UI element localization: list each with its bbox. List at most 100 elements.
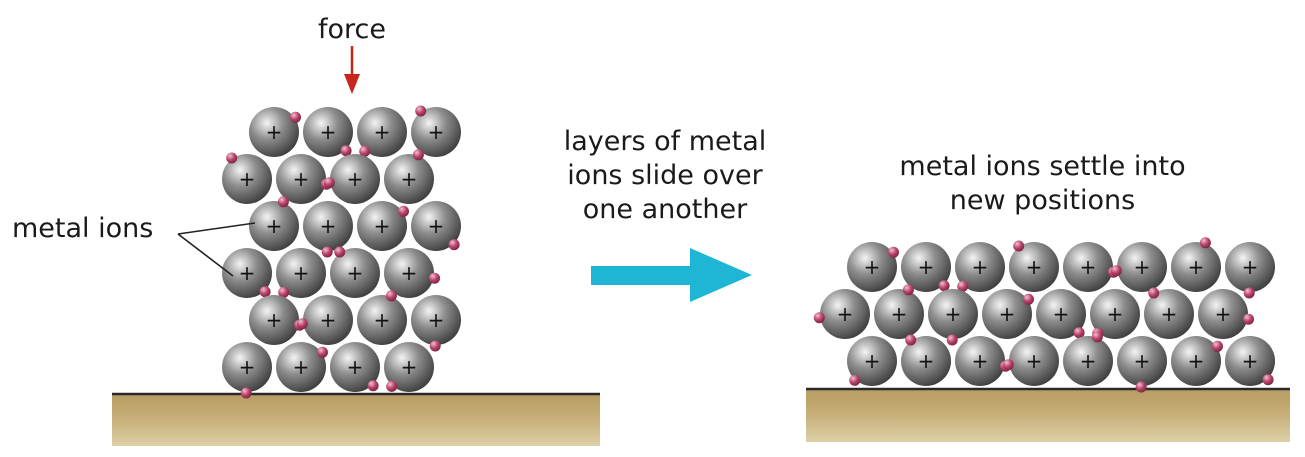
electron (1135, 381, 1147, 393)
electron (277, 196, 289, 208)
metal-ion: + (1090, 289, 1140, 339)
metal-ion: + (1171, 336, 1221, 386)
electron (1199, 237, 1211, 249)
electron (849, 374, 861, 386)
ion-charge: + (401, 167, 418, 191)
ground-right (806, 387, 1290, 442)
ground-left (112, 392, 600, 446)
ion-lattice-after: + + + + + + + + + + + + + + + + + + + + + + + + (813, 237, 1275, 393)
electron (1262, 374, 1274, 386)
metal-ion: + (384, 248, 434, 298)
metal-ion: + (1063, 242, 1113, 292)
electron (1110, 265, 1122, 277)
ion-charge: + (347, 355, 364, 379)
slide-caption-line: one another (582, 194, 748, 225)
metal-ion: + (303, 107, 353, 157)
ion-charge: + (374, 120, 391, 144)
metal-ion: + (357, 107, 407, 157)
metal-ion: + (330, 248, 380, 298)
electron (905, 334, 917, 346)
settle-caption: metal ions settle into new positions (870, 150, 1215, 218)
ion-charge: + (1188, 255, 1205, 279)
ion-charge: + (320, 214, 337, 238)
electron (398, 205, 409, 217)
ion-charge: + (320, 120, 337, 144)
metal-ion: + (901, 336, 951, 386)
electron (1243, 313, 1254, 325)
metal-ion: + (1198, 289, 1248, 339)
ion-charge: + (1026, 349, 1043, 373)
electron (317, 346, 328, 358)
ion-charge: + (1080, 349, 1097, 373)
ion-charge: + (347, 167, 364, 191)
metal-ion: + (330, 154, 380, 204)
slide-caption-line: layers of metal (563, 126, 767, 157)
metal-ion: + (1171, 242, 1221, 292)
ion-charge: + (239, 261, 256, 285)
electron (367, 380, 379, 392)
ion-charge: + (1080, 255, 1097, 279)
metal-ion: + (1036, 289, 1086, 339)
ion-charge: + (428, 120, 445, 144)
ion-charge: + (266, 120, 283, 144)
ion-charge: + (266, 214, 283, 238)
ion-charge: + (293, 167, 310, 191)
metal-ion: + (222, 154, 272, 204)
ion-charge: + (374, 308, 391, 332)
slide-caption: layers of metal ions slide over one anot… (540, 125, 790, 227)
ion-charge: + (864, 255, 881, 279)
electron (1091, 331, 1103, 343)
electron (340, 145, 352, 157)
electron (1148, 287, 1160, 299)
metal-ion: + (1225, 242, 1275, 292)
metal-ion: + (276, 248, 326, 298)
electron (813, 312, 825, 324)
metal-ion: + (1144, 289, 1194, 339)
electron (359, 145, 371, 157)
metal-ion: + (1063, 336, 1113, 386)
metal-ion: + (955, 242, 1005, 292)
metal-ions-label: metal ions (12, 213, 154, 244)
metal-ion: + (249, 295, 299, 345)
ion-charge: + (1242, 349, 1259, 373)
ion-charge: + (972, 255, 989, 279)
ion-charge: + (293, 261, 310, 285)
metal-ion: + (1117, 336, 1167, 386)
metal-ion: + (874, 289, 924, 339)
electron (385, 290, 397, 302)
ion-charge: + (999, 302, 1016, 326)
electron (259, 286, 271, 298)
metal-ion: + (1009, 336, 1059, 386)
ion-charge: + (374, 214, 391, 238)
ion-charge: + (1053, 302, 1070, 326)
ion-charge: + (1107, 302, 1124, 326)
electron (429, 340, 441, 352)
ion-charge: + (401, 355, 418, 379)
electron (957, 280, 969, 292)
ion-charge: + (347, 261, 364, 285)
ion-charge: + (1188, 349, 1205, 373)
settle-caption-line: new positions (949, 185, 1136, 216)
ion-charge: + (266, 308, 283, 332)
metal-ion: + (1117, 242, 1167, 292)
ion-charge: + (972, 349, 989, 373)
metal-ion: + (982, 289, 1032, 339)
electron (334, 246, 346, 258)
ion-charge: + (401, 261, 418, 285)
ion-charge: + (945, 302, 962, 326)
metal-ion: + (901, 242, 951, 292)
metal-ion: + (384, 154, 434, 204)
electron (1002, 359, 1014, 371)
metal-ion: + (847, 242, 897, 292)
settle-caption-line: metal ions settle into (899, 151, 1186, 182)
electron (290, 111, 301, 123)
ion-charge: + (428, 214, 445, 238)
metal-ion: + (249, 107, 299, 157)
electron (321, 246, 333, 258)
electron (1073, 327, 1085, 339)
electron (386, 380, 398, 392)
ion-charge: + (239, 355, 256, 379)
metal-ion: + (411, 295, 461, 345)
electron (1243, 287, 1255, 299)
